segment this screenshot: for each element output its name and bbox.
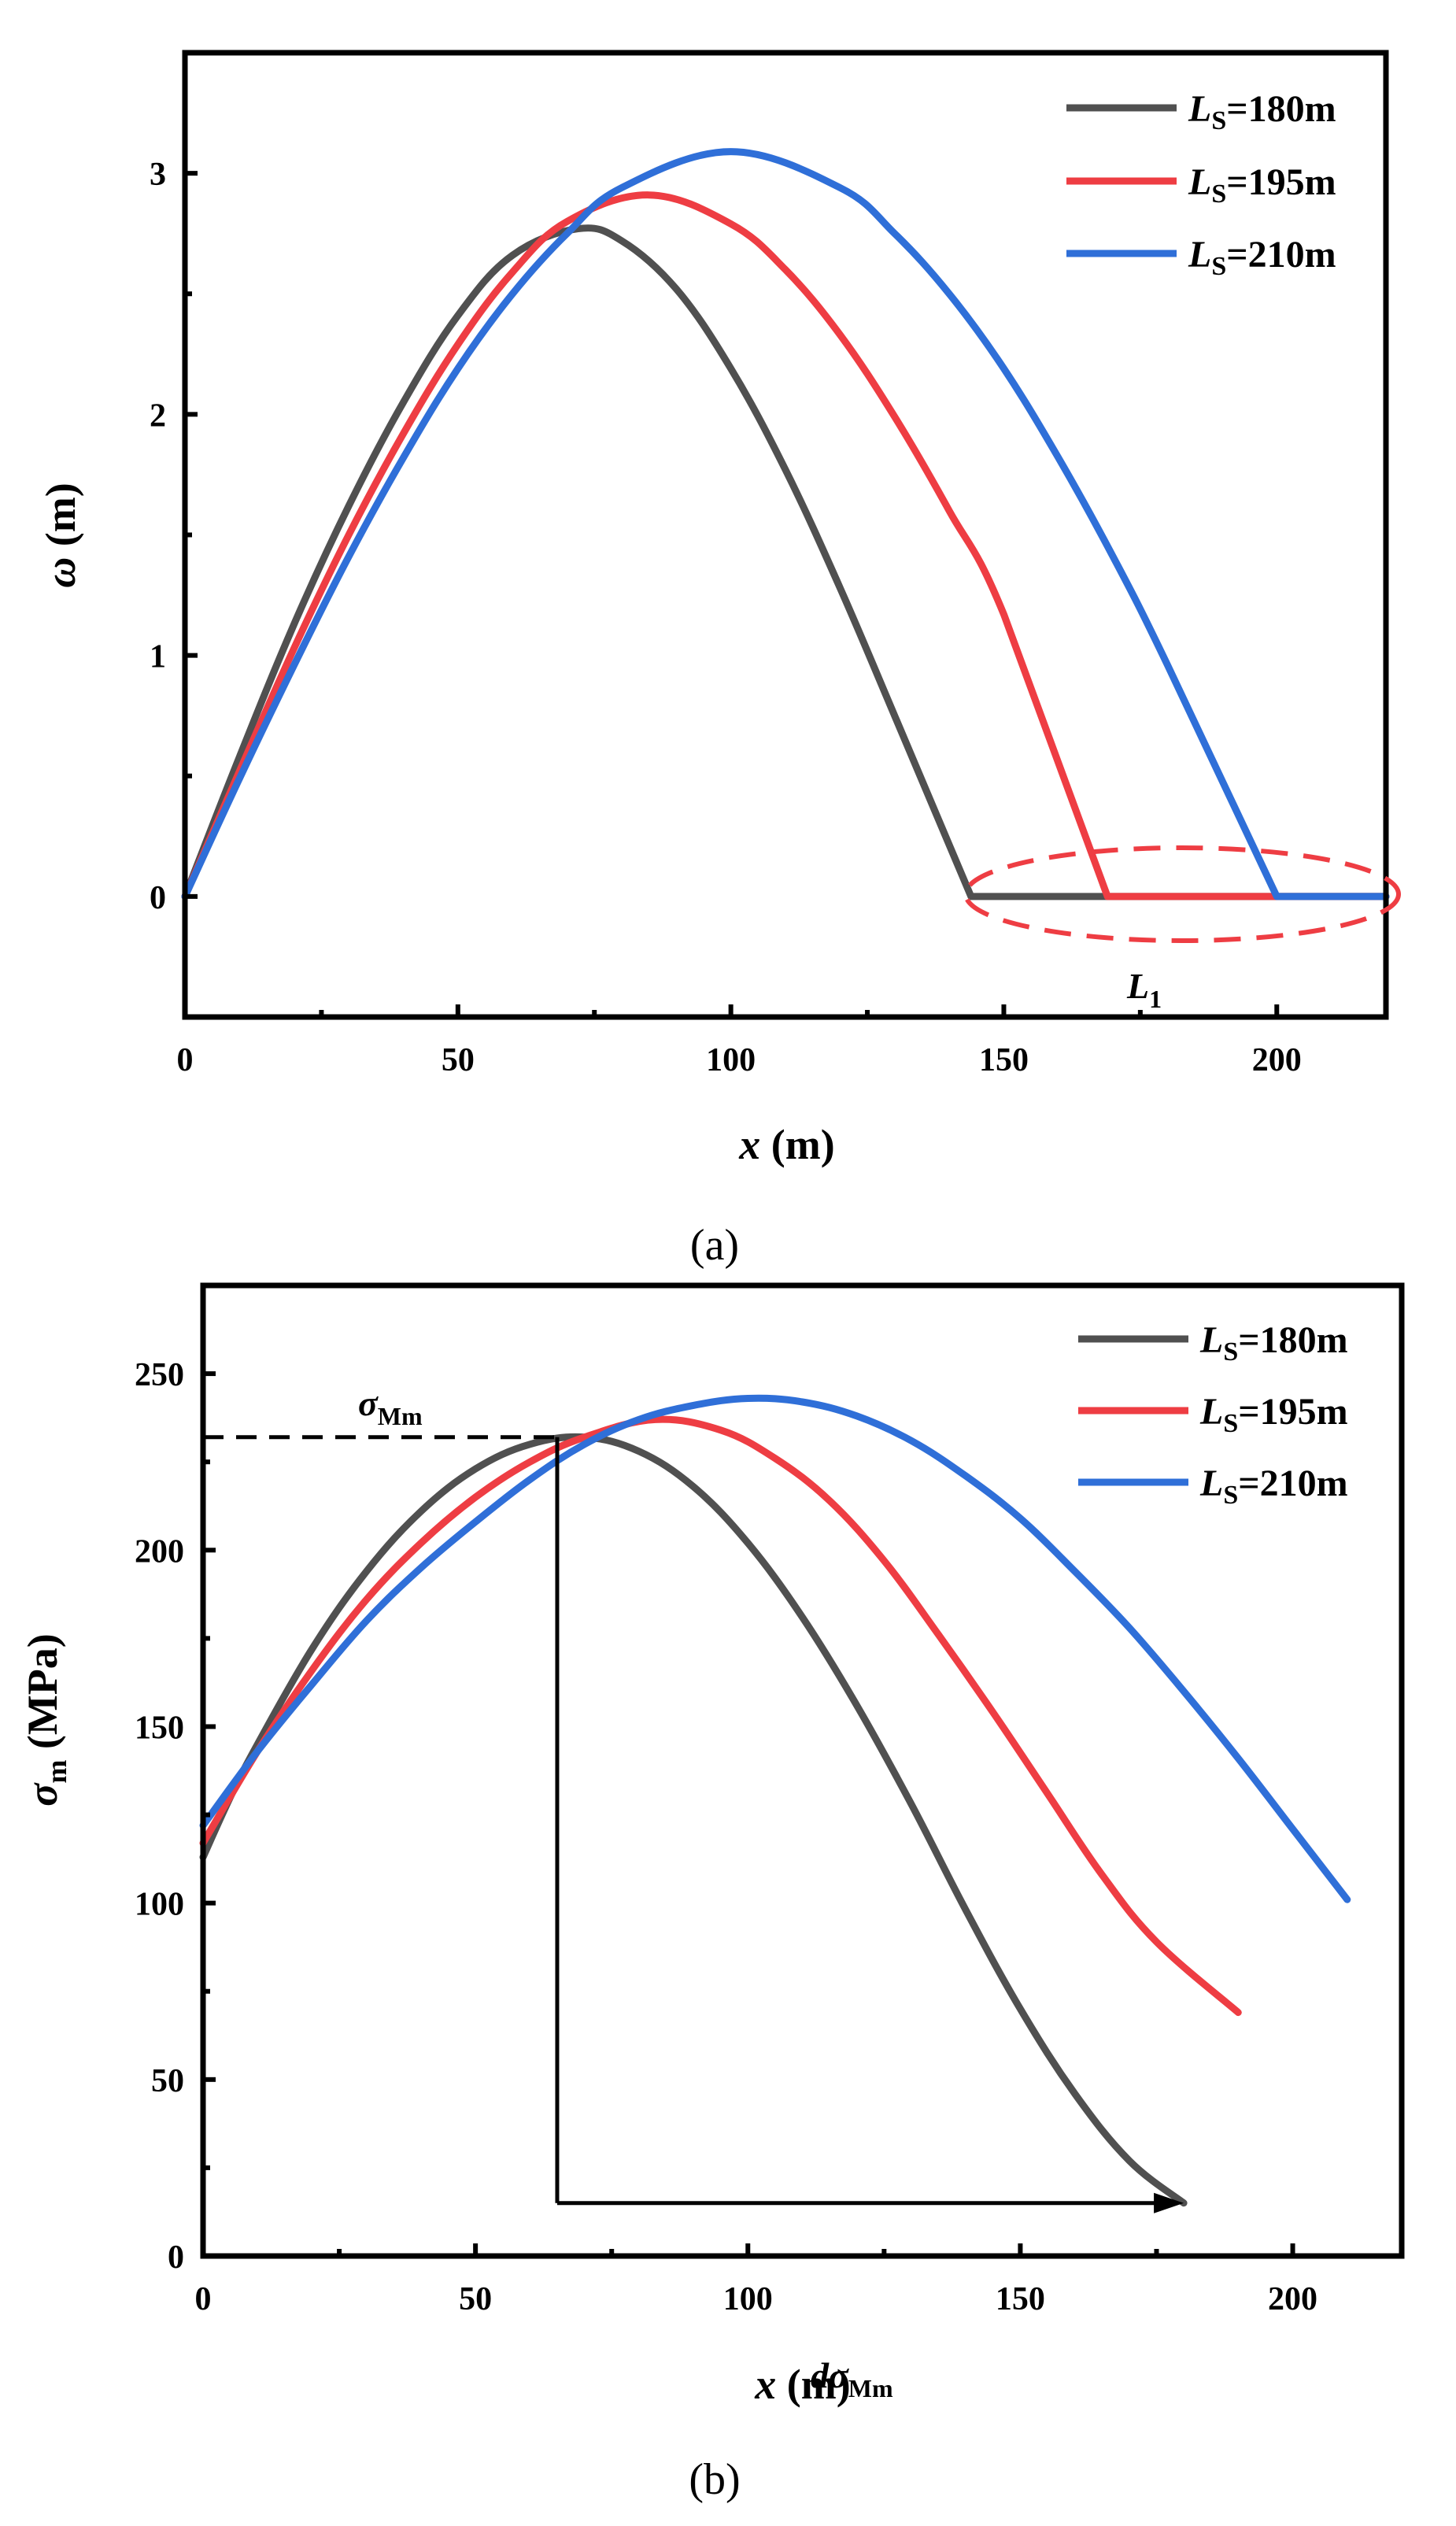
chart-a-y-tick-label: 3 <box>150 157 166 193</box>
chart-a-x-tick-label: 150 <box>979 1042 1029 1078</box>
chart-b-panel-label: (b) <box>689 2455 740 2504</box>
chart-b-plot-frame <box>200 1282 1405 2259</box>
chart-a-series-line-180m <box>181 224 1390 901</box>
chart-a-l1-label: L1 <box>1126 966 1162 1013</box>
chart-b-y-tick-label: 50 <box>151 2063 184 2099</box>
chart-b-y-tick-label: 150 <box>135 1710 184 1746</box>
chart-a-l1-ellipse <box>963 845 1401 943</box>
chart-a: 0 50 100 150 200 0 1 2 3 LS=180m LS=195m LS=210m… <box>37 50 1401 1270</box>
chart-b-y-axis-label: σm (MPa) <box>19 1633 72 1807</box>
chart-a-y-axis-label: ω (m) <box>37 483 84 588</box>
chart-a-y-tick-label: 0 <box>150 880 166 916</box>
chart-b-legend: LS=180m LS=195m LS=210m <box>1078 1319 1348 1510</box>
chart-a-series-line-210m <box>181 148 1390 901</box>
chart-b-y-tick-label: 200 <box>135 1533 184 1570</box>
chart-b-x-tick-label: 50 <box>459 2281 492 2317</box>
chart-a-x-axis-label: x (m) <box>738 1121 834 1168</box>
legend-a-label-195: LS=195m <box>1188 161 1336 209</box>
legend-b-label-180: LS=180m <box>1199 1319 1348 1367</box>
chart-b-y-tick-label: 250 <box>135 1357 184 1393</box>
chart-b-x-tick-label: 200 <box>1268 2281 1317 2317</box>
chart-a-ticks-group: 0 50 100 150 200 0 1 2 3 <box>150 157 1302 1078</box>
chart-b-y-tick-label: 0 <box>168 2239 184 2276</box>
chart-b-x-tick-label: 100 <box>723 2281 773 2317</box>
chart-a-x-tick-label: 200 <box>1252 1042 1302 1078</box>
chart-b-peak-label: σMm <box>358 1383 423 1430</box>
legend-a-label-210: LS=210m <box>1188 234 1336 281</box>
chart-b-series-line-180m <box>199 1433 1188 2207</box>
chart-b-x-tick-label: 150 <box>996 2281 1045 2317</box>
chart-a-series-group <box>181 148 1390 901</box>
chart-a-x-tick-label: 50 <box>442 1042 475 1078</box>
legend-a-label-180: LS=180m <box>1188 88 1336 135</box>
chart-b-series-line-210m <box>199 1394 1351 1903</box>
chart-b-series-group <box>199 1394 1351 2207</box>
chart-a-plot-frame <box>182 50 1389 1020</box>
chart-a-legend: LS=180m LS=195m LS=210m <box>1066 88 1336 281</box>
chart-b-x-tick-label: 0 <box>195 2281 212 2317</box>
chart-a-panel-label: (a) <box>690 1221 739 1270</box>
chart-a-y-tick-label: 1 <box>150 639 166 675</box>
chart-a-series-line-195m <box>181 191 1390 901</box>
chart-a-x-tick-label: 100 <box>706 1042 756 1078</box>
chart-b-x-axis-label: x (m) <box>754 2361 850 2408</box>
chart-b-drop-label: dσMm <box>811 2355 893 2402</box>
legend-b-label-195: LS=195m <box>1199 1391 1348 1438</box>
chart-b-y-tick-label: 100 <box>135 1887 184 1923</box>
chart-b-drop-arrow-head <box>1154 2192 1184 2213</box>
chart-a-y-tick-label: 2 <box>150 398 166 434</box>
legend-b-label-210: LS=210m <box>1199 1463 1348 1510</box>
chart-a-x-tick-label: 0 <box>177 1042 194 1078</box>
chart-b-ticks-group: 0 50 100 150 200 0 50 100 150 200 250 <box>135 1357 1317 2317</box>
chart-b: 0 50 100 150 200 0 50 100 150 200 250 σMm dσMm LS=… <box>19 1282 1405 2504</box>
chart-b-series-line-195m <box>199 1415 1242 2017</box>
